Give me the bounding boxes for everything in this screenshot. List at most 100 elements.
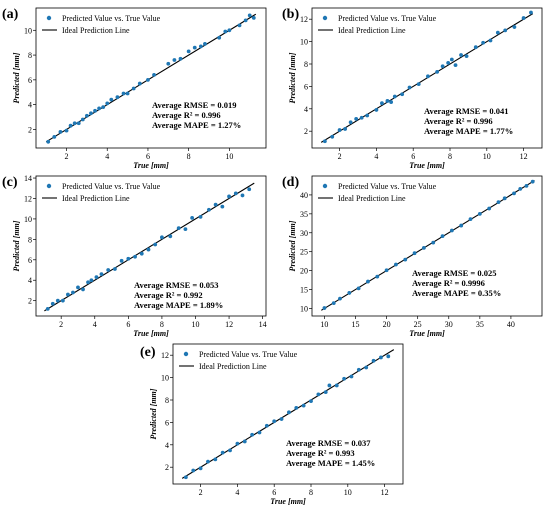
metric-line-3: Average MAPE = 1.45% [286, 458, 375, 468]
data-point [64, 128, 69, 133]
panel-label: (c) [2, 175, 18, 190]
x-axis-label: True [mm] [409, 329, 445, 338]
data-point [440, 234, 445, 239]
x-tick-label: 8 [309, 488, 313, 497]
data-point [487, 206, 492, 211]
data-point [384, 268, 389, 273]
x-tick-label: 2 [65, 152, 69, 161]
data-point [521, 16, 526, 20]
y-axis-label: Predicted [mm] [149, 388, 158, 439]
y-tick-label: 10 [24, 26, 32, 35]
y-tick-label: 25 [300, 248, 308, 257]
y-tick-label: 8 [28, 235, 32, 244]
y-tick-label: 14 [24, 174, 32, 183]
legend-label-points: Predicted Value vs. True Value [199, 350, 298, 359]
x-tick-label: 20 [383, 320, 391, 329]
metric-line-1: Average RMSE = 0.019 [152, 100, 236, 110]
data-point [440, 64, 445, 69]
data-point [172, 58, 177, 62]
data-point [192, 45, 197, 50]
data-point [342, 376, 347, 381]
data-point [227, 28, 232, 33]
y-tick-label: 4 [304, 105, 308, 114]
data-point [106, 268, 111, 272]
data-point [322, 139, 327, 144]
data-point [86, 280, 90, 285]
data-point [80, 117, 85, 122]
y-axis-label: Predicted [mm] [12, 52, 21, 103]
x-axis-label: True [mm] [133, 329, 169, 338]
data-point [400, 92, 405, 97]
data-point [359, 115, 364, 120]
data-point [52, 134, 57, 139]
legend-marker-points [322, 15, 328, 21]
data-point [407, 85, 412, 90]
panel-3: (c) 2 4 6 8 10 12 14 2 4 6 8 10 12 14 True [mm] Predicte… [2, 174, 267, 338]
y-tick-label: 4 [28, 101, 32, 110]
data-point [71, 290, 75, 295]
plot-frame [35, 175, 267, 317]
y-tick-label: 40 [300, 191, 308, 200]
data-point [146, 247, 151, 252]
data-point [512, 191, 516, 196]
y-tick-label: 6 [28, 76, 32, 85]
data-point [529, 10, 533, 15]
data-point [366, 279, 370, 284]
data-point [146, 77, 150, 82]
x-tick-label: 25 [414, 320, 422, 329]
data-point [488, 38, 493, 43]
data-point [240, 193, 245, 198]
data-point [68, 123, 73, 128]
data-point [421, 245, 426, 250]
data-point [206, 459, 210, 464]
data-point [109, 97, 114, 102]
data-point [426, 74, 430, 79]
data-point [139, 251, 144, 256]
data-point [131, 86, 136, 91]
data-point [160, 235, 164, 240]
data-point [213, 457, 218, 462]
data-point [153, 242, 158, 247]
x-tick-label: 2 [338, 152, 342, 161]
y-tick-label: 10 [300, 38, 308, 47]
metric-line-1: Average RMSE = 0.037 [286, 438, 371, 448]
data-point [348, 120, 353, 125]
data-point [166, 61, 171, 66]
data-point [334, 383, 339, 388]
data-point [385, 99, 390, 103]
y-tick-label: 2 [304, 127, 308, 136]
data-point [168, 234, 173, 239]
legend-label-line: Ideal Prediction Line [199, 362, 267, 371]
data-point [392, 94, 397, 99]
metric-line-2: Average R² = 0.992 [134, 290, 203, 300]
data-point [453, 63, 458, 68]
panel-label: (e) [140, 345, 156, 360]
x-axis-label: True [mm] [409, 161, 445, 170]
data-point [431, 240, 436, 245]
legend-label-line: Ideal Prediction Line [62, 194, 130, 203]
data-point [121, 91, 126, 96]
legend-marker-points [46, 15, 52, 21]
data-point [198, 44, 203, 49]
ideal-prediction-line [320, 13, 534, 143]
y-tick-label: 10 [161, 374, 169, 383]
y-tick-label: 10 [24, 215, 32, 224]
data-point [264, 423, 269, 428]
x-tick-label: 10 [344, 488, 352, 497]
y-tick-label: 8 [304, 60, 308, 69]
legend-label-line: Ideal Prediction Line [338, 26, 406, 35]
data-point [379, 355, 383, 360]
data-point [374, 108, 379, 112]
panel-5: (e) 2 4 6 8 10 12 2 4 6 8 10 12 True [mm] Predicted [m… [140, 343, 404, 505]
data-point [257, 430, 262, 435]
data-point [119, 258, 124, 263]
y-tick-label: 30 [300, 229, 308, 238]
x-tick-label: 2 [59, 320, 63, 329]
data-point [183, 475, 188, 480]
data-point [502, 196, 507, 201]
x-tick-label: 14 [259, 320, 267, 329]
data-point [223, 29, 228, 34]
data-point [247, 13, 252, 18]
y-tick-label: 12 [300, 15, 308, 24]
